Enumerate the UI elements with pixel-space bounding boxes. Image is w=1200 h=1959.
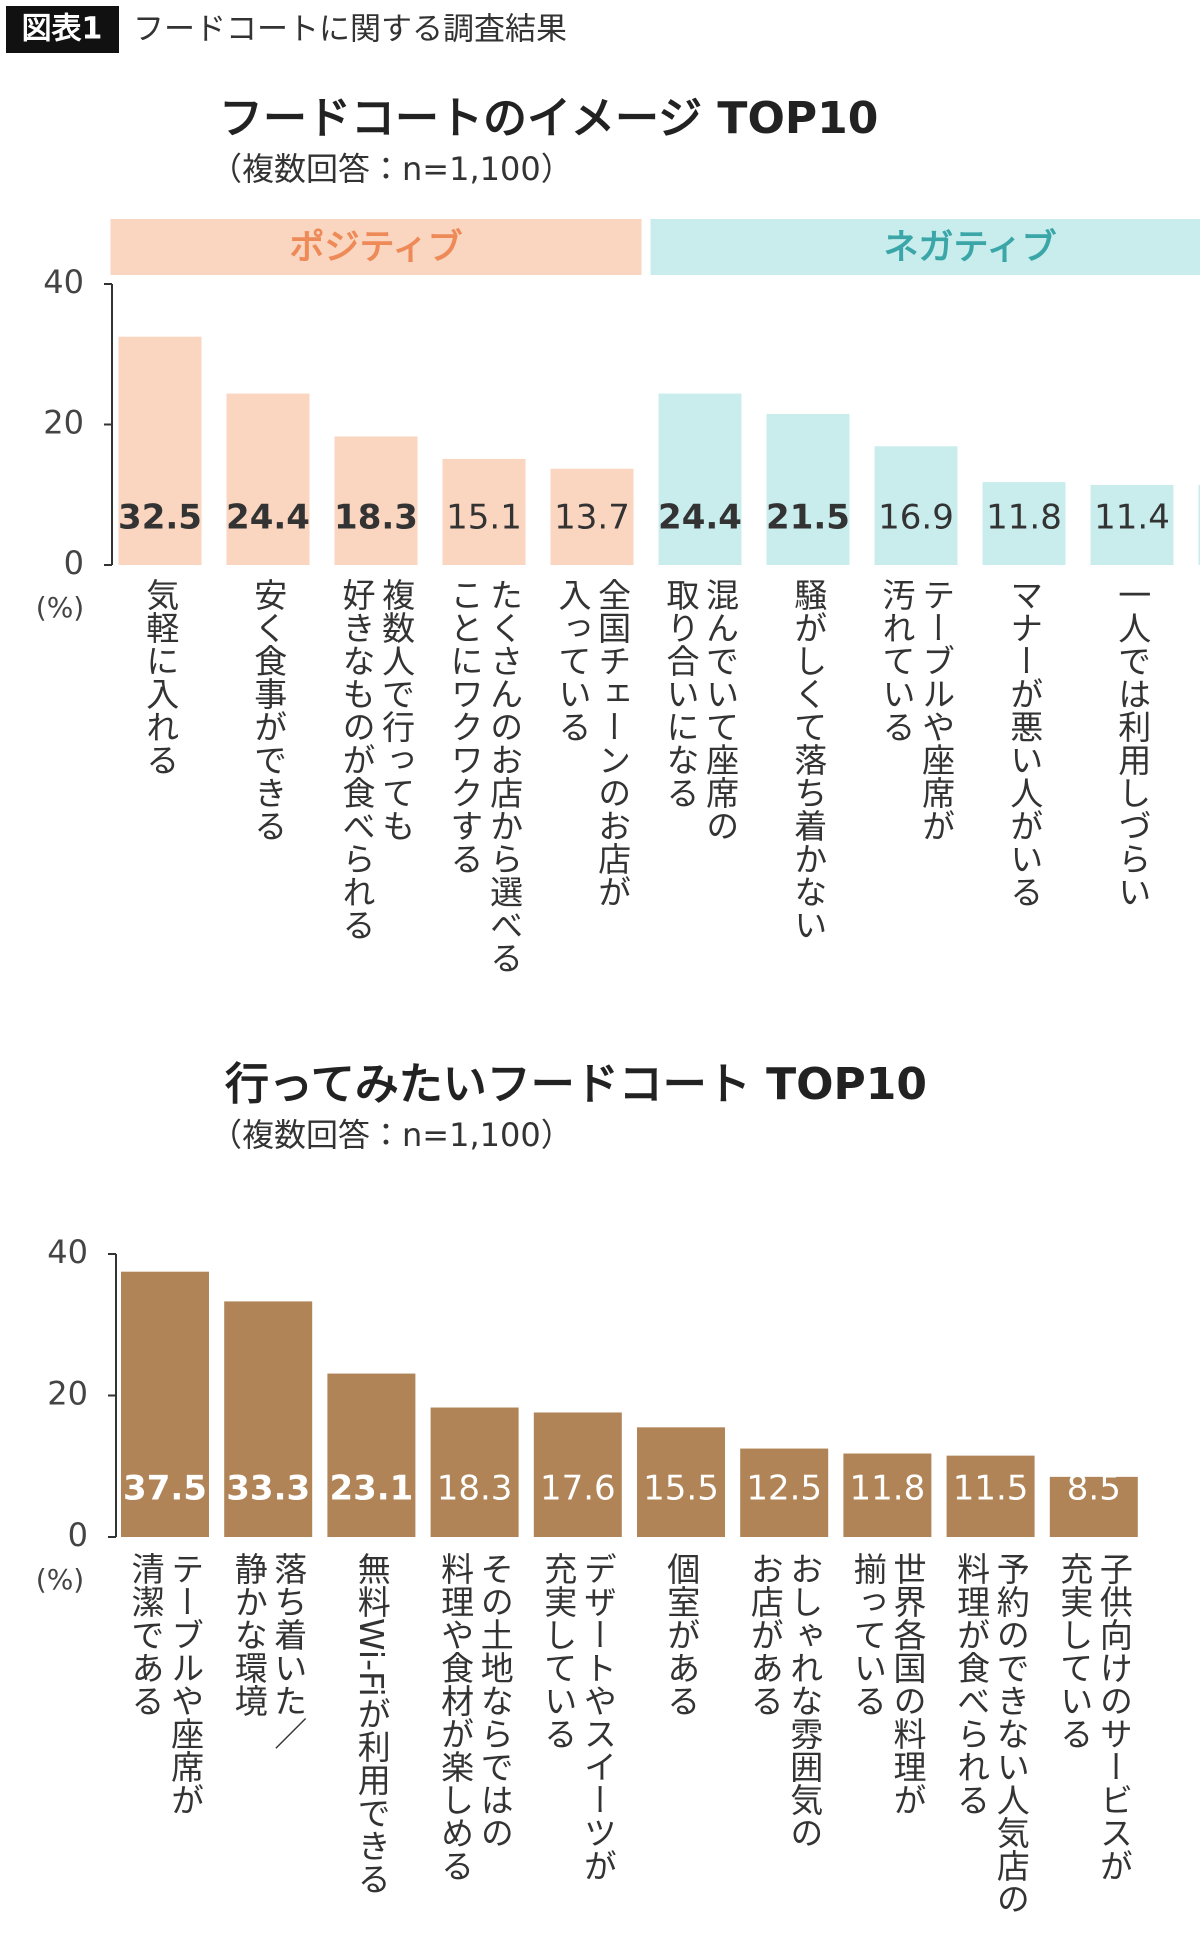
- value-label: 33.3: [226, 1469, 310, 1509]
- bar: [226, 393, 310, 565]
- chart-subtitle: （複数回答：n=1,100）: [210, 150, 573, 188]
- y-tick-label: 0: [68, 1516, 88, 1554]
- value-label: 11.8: [986, 498, 1062, 538]
- x-tick-label: その土地ならではの 料理や食材が楽しめる: [435, 1552, 515, 1882]
- value-label: 18.3: [437, 1469, 513, 1509]
- group-label: ネガティブ: [884, 227, 1057, 268]
- chart-title: 行ってみたいフードコート TOP10: [225, 1059, 927, 1110]
- y-tick-label: 20: [43, 404, 84, 442]
- x-tick-label: おしゃれな雰囲気の お店がある: [745, 1552, 824, 1849]
- x-tick-label: 落ち着いた／ 静かな環境: [229, 1552, 308, 1750]
- x-tick-label: 無料Wi-Fiが利用できる: [352, 1552, 392, 1895]
- value-label: 24.4: [658, 498, 742, 538]
- bar: [843, 1453, 932, 1537]
- chart-title: フードコートのイメージ TOP10: [219, 93, 878, 144]
- value-label: 13.7: [554, 498, 630, 538]
- x-tick-label: 安く食事ができる: [248, 578, 288, 842]
- value-label: 11.8: [850, 1469, 926, 1509]
- bar: [533, 1412, 622, 1537]
- bar: [334, 436, 418, 565]
- value-label: 17.6: [540, 1469, 616, 1509]
- bar: [430, 1407, 519, 1537]
- value-label: 23.1: [329, 1469, 413, 1509]
- value-label: 11.5: [953, 1469, 1029, 1509]
- value-label: 24.4: [226, 498, 310, 538]
- y-tick-label: 40: [43, 263, 84, 301]
- value-label: 18.3: [334, 498, 418, 538]
- y-axis-label: (%): [36, 1563, 84, 1596]
- chart-subtitle: （複数回答：n=1,100）: [210, 1116, 573, 1154]
- x-tick-label: 複数人で行っても 好きなものが食べられる: [337, 578, 416, 941]
- x-tick-label: マナーが悪い人がいる: [1004, 578, 1044, 908]
- bar: [982, 482, 1066, 565]
- y-tick-label: 0: [64, 544, 84, 582]
- value-label: 11.4: [1094, 498, 1170, 538]
- bar: [327, 1373, 416, 1537]
- header-title: フードコートに関する調査結果: [133, 12, 567, 48]
- header-label: 図表1: [22, 12, 103, 47]
- x-tick-label: 一人では利用しづらい: [1112, 578, 1152, 908]
- bar: [946, 1455, 1035, 1537]
- bar: [1198, 484, 1200, 565]
- bar: [442, 458, 526, 565]
- y-axis-label: (%): [36, 591, 84, 624]
- group-label: ポジティブ: [290, 227, 463, 268]
- x-tick-label: 予約のできない人気店の 料理が食べられる: [951, 1552, 1031, 1915]
- bar: [1049, 1476, 1138, 1537]
- bar: [637, 1427, 725, 1537]
- value-label: 8.5: [1067, 1469, 1121, 1509]
- x-tick-label: たくさんのお店から選べる ことにワクワクする: [445, 578, 524, 974]
- value-label: 15.1: [446, 498, 522, 538]
- y-tick-label: 40: [47, 1233, 88, 1271]
- bar: [874, 446, 958, 565]
- bar: [658, 393, 742, 565]
- x-tick-label: 個室がある: [661, 1552, 701, 1717]
- bar: [550, 468, 634, 565]
- group-banner: [110, 219, 642, 275]
- bar: [224, 1301, 313, 1537]
- x-tick-label: テーブルや座席が 清潔である: [126, 1552, 205, 1816]
- bar: [740, 1448, 829, 1537]
- x-tick-label: 騒がしくて落ち着かない: [788, 578, 828, 941]
- bar: [118, 336, 202, 565]
- x-tick-label: 混んでいて座席の 取り合いになる: [661, 578, 740, 842]
- bar: [121, 1271, 209, 1537]
- value-label: 12.5: [746, 1469, 822, 1509]
- value-label: 32.5: [118, 498, 202, 538]
- value-label: 37.5: [123, 1469, 207, 1509]
- x-tick-label: テーブルや座席が 汚れている: [877, 578, 956, 842]
- group-banner: [650, 219, 1200, 275]
- bar: [766, 413, 850, 565]
- x-tick-label: デザートやスイーツが 充実している: [538, 1552, 618, 1882]
- y-tick-label: 20: [47, 1375, 88, 1413]
- value-label: 16.9: [878, 498, 954, 538]
- bar: [1090, 484, 1174, 565]
- value-label: 21.5: [766, 498, 850, 538]
- x-tick-label: 世界各国の料理が 揃っている: [848, 1552, 927, 1816]
- x-tick-label: 子供向けのサービスが 充実している: [1054, 1552, 1134, 1882]
- header-badge: [6, 6, 119, 53]
- x-tick-label: 気軽に入れる: [140, 578, 180, 776]
- x-tick-label: 全国チェーンのお店が 入っている: [553, 578, 632, 908]
- value-label: 15.5: [643, 1469, 719, 1509]
